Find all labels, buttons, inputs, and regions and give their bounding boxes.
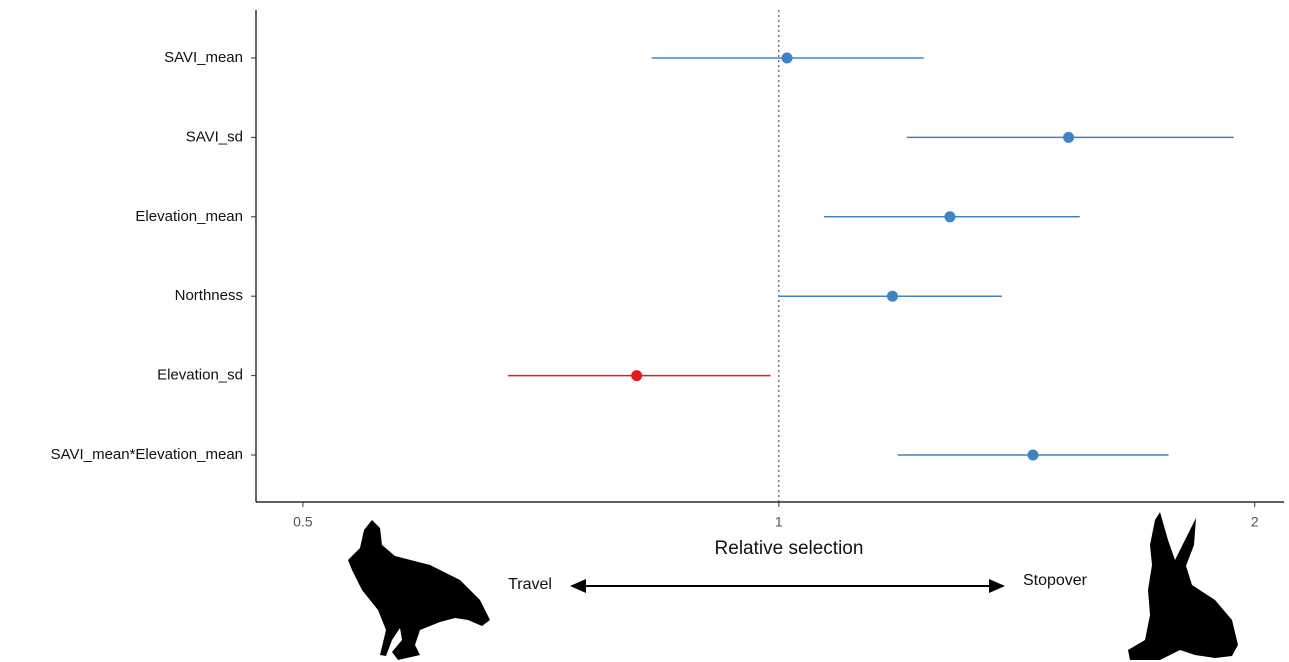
y-tick-label: Elevation_sd xyxy=(157,367,243,384)
point xyxy=(1063,132,1074,143)
point xyxy=(944,211,955,222)
annotation-travel: Travel xyxy=(508,576,552,593)
x-tick-label: 1 xyxy=(775,514,783,530)
y-tick-label: SAVI_mean xyxy=(164,49,243,66)
point xyxy=(1028,450,1039,461)
y-tick-label: SAVI_sd xyxy=(186,128,243,145)
rabbit-running xyxy=(348,520,490,660)
x-tick-label: 0.5 xyxy=(293,514,313,530)
y-tick-label: Elevation_mean xyxy=(135,208,243,225)
x-tick-label: 2 xyxy=(1251,514,1259,530)
y-tick-label: SAVI_mean*Elevation_mean xyxy=(51,446,243,463)
x-axis-label: Relative selection xyxy=(715,538,864,559)
chart: Relative selection Travel Stopover 0.5 1 2… xyxy=(0,0,1289,662)
annotation-stopover: Stopover xyxy=(1023,572,1088,589)
point xyxy=(631,370,642,381)
y-tick-label: Northness xyxy=(175,287,243,304)
rabbit-sitting xyxy=(1128,512,1238,660)
point xyxy=(782,53,793,64)
point xyxy=(887,291,898,302)
